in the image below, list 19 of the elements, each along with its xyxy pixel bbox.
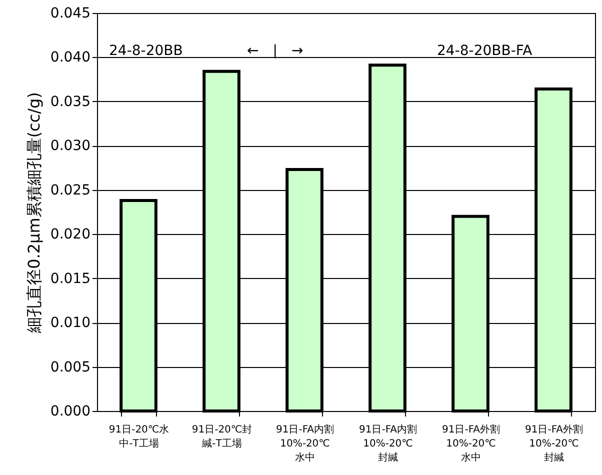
y-tick-label: 0.015 [50,270,90,287]
x-tick-label: 91日-20℃封緘-T工場 [192,424,252,450]
y-tick-label: 0.025 [50,182,90,198]
x-tick-label: 91日-FA内割10%-20℃封緘 [358,424,418,464]
y-tick-label: 0.035 [50,94,90,110]
x-tick-label: 91日-FA外割10%-20℃水中 [442,424,500,464]
y-axis-title: 細孔直径0.2μm累積細孔量(cc/g) [24,92,44,334]
x-tick-label: 91日-FA外割10%-20℃封緘 [524,424,584,464]
y-tick-label: 0.000 [50,404,90,420]
y-tick-label: 0.045 [50,6,90,22]
y-tick-label: 0.005 [50,359,90,376]
y-tick-label: 0.030 [50,138,90,154]
y-tick-label: 0.010 [50,315,90,332]
x-tick-label: 91日-FA内割10%-20℃水中 [276,424,334,464]
annotation: 24-8-20BB [109,43,183,59]
y-tick-label: 0.020 [50,226,90,243]
annotation: 24-8-20BB-FA [437,43,533,59]
x-tick-label: 91日-20℃水中-T工場 [108,424,170,450]
y-tick-label: 0.040 [50,50,90,66]
